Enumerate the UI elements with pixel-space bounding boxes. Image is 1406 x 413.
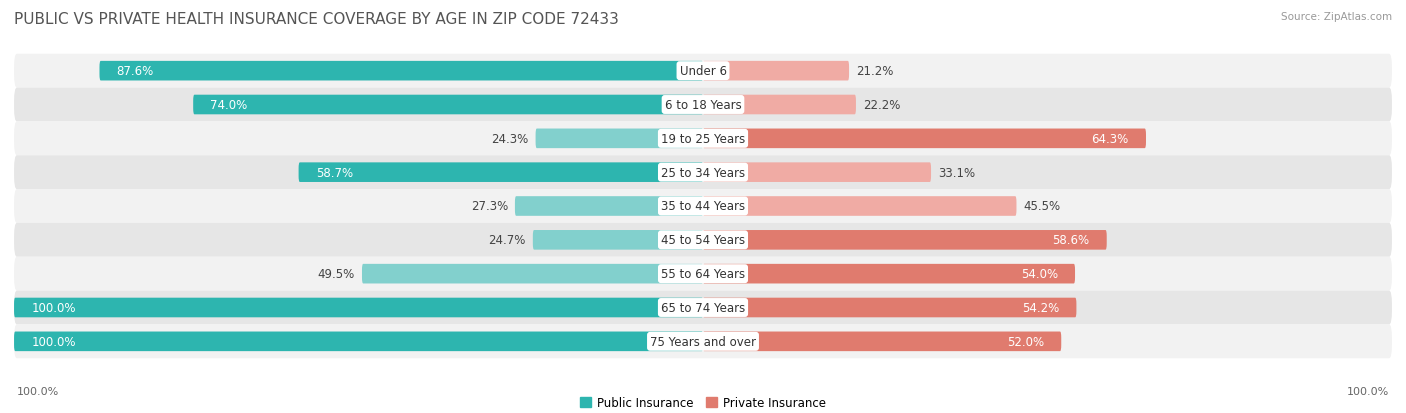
- Text: 22.2%: 22.2%: [863, 99, 900, 112]
- FancyBboxPatch shape: [703, 129, 1146, 149]
- Text: 55 to 64 Years: 55 to 64 Years: [661, 268, 745, 280]
- Text: 35 to 44 Years: 35 to 44 Years: [661, 200, 745, 213]
- FancyBboxPatch shape: [14, 156, 1392, 190]
- FancyBboxPatch shape: [703, 332, 1062, 351]
- FancyBboxPatch shape: [361, 264, 703, 284]
- Text: Under 6: Under 6: [679, 65, 727, 78]
- Text: 45 to 54 Years: 45 to 54 Years: [661, 234, 745, 247]
- FancyBboxPatch shape: [298, 163, 703, 183]
- Text: 49.5%: 49.5%: [318, 268, 356, 280]
- Text: 87.6%: 87.6%: [117, 65, 155, 78]
- Text: 100.0%: 100.0%: [31, 335, 76, 348]
- FancyBboxPatch shape: [703, 163, 931, 183]
- Text: 54.0%: 54.0%: [1021, 268, 1057, 280]
- Text: 74.0%: 74.0%: [211, 99, 247, 112]
- Text: 25 to 34 Years: 25 to 34 Years: [661, 166, 745, 179]
- Text: 52.0%: 52.0%: [1007, 335, 1045, 348]
- FancyBboxPatch shape: [703, 230, 1107, 250]
- FancyBboxPatch shape: [703, 264, 1076, 284]
- Text: 100.0%: 100.0%: [31, 301, 76, 314]
- Text: 75 Years and over: 75 Years and over: [650, 335, 756, 348]
- FancyBboxPatch shape: [14, 223, 1392, 257]
- FancyBboxPatch shape: [14, 257, 1392, 291]
- FancyBboxPatch shape: [14, 190, 1392, 223]
- Text: 19 to 25 Years: 19 to 25 Years: [661, 133, 745, 145]
- Text: 45.5%: 45.5%: [1024, 200, 1060, 213]
- FancyBboxPatch shape: [14, 298, 703, 318]
- FancyBboxPatch shape: [14, 291, 1392, 325]
- Text: 100.0%: 100.0%: [1347, 387, 1389, 396]
- Text: 65 to 74 Years: 65 to 74 Years: [661, 301, 745, 314]
- FancyBboxPatch shape: [703, 197, 1017, 216]
- FancyBboxPatch shape: [100, 62, 703, 81]
- Text: 58.7%: 58.7%: [316, 166, 353, 179]
- FancyBboxPatch shape: [14, 122, 1392, 156]
- FancyBboxPatch shape: [14, 88, 1392, 122]
- Text: Source: ZipAtlas.com: Source: ZipAtlas.com: [1281, 12, 1392, 22]
- Text: 6 to 18 Years: 6 to 18 Years: [665, 99, 741, 112]
- FancyBboxPatch shape: [515, 197, 703, 216]
- Text: 27.3%: 27.3%: [471, 200, 508, 213]
- FancyBboxPatch shape: [14, 325, 1392, 358]
- Text: 58.6%: 58.6%: [1052, 234, 1090, 247]
- FancyBboxPatch shape: [14, 55, 1392, 88]
- FancyBboxPatch shape: [533, 230, 703, 250]
- FancyBboxPatch shape: [703, 95, 856, 115]
- FancyBboxPatch shape: [703, 62, 849, 81]
- Text: 21.2%: 21.2%: [856, 65, 893, 78]
- Text: 24.3%: 24.3%: [492, 133, 529, 145]
- FancyBboxPatch shape: [703, 298, 1077, 318]
- Text: 100.0%: 100.0%: [17, 387, 59, 396]
- Text: 54.2%: 54.2%: [1022, 301, 1059, 314]
- Legend: Public Insurance, Private Insurance: Public Insurance, Private Insurance: [575, 392, 831, 413]
- Text: 64.3%: 64.3%: [1091, 133, 1129, 145]
- Text: PUBLIC VS PRIVATE HEALTH INSURANCE COVERAGE BY AGE IN ZIP CODE 72433: PUBLIC VS PRIVATE HEALTH INSURANCE COVER…: [14, 12, 619, 27]
- FancyBboxPatch shape: [14, 332, 703, 351]
- Text: 33.1%: 33.1%: [938, 166, 974, 179]
- Text: 24.7%: 24.7%: [488, 234, 526, 247]
- FancyBboxPatch shape: [193, 95, 703, 115]
- FancyBboxPatch shape: [536, 129, 703, 149]
